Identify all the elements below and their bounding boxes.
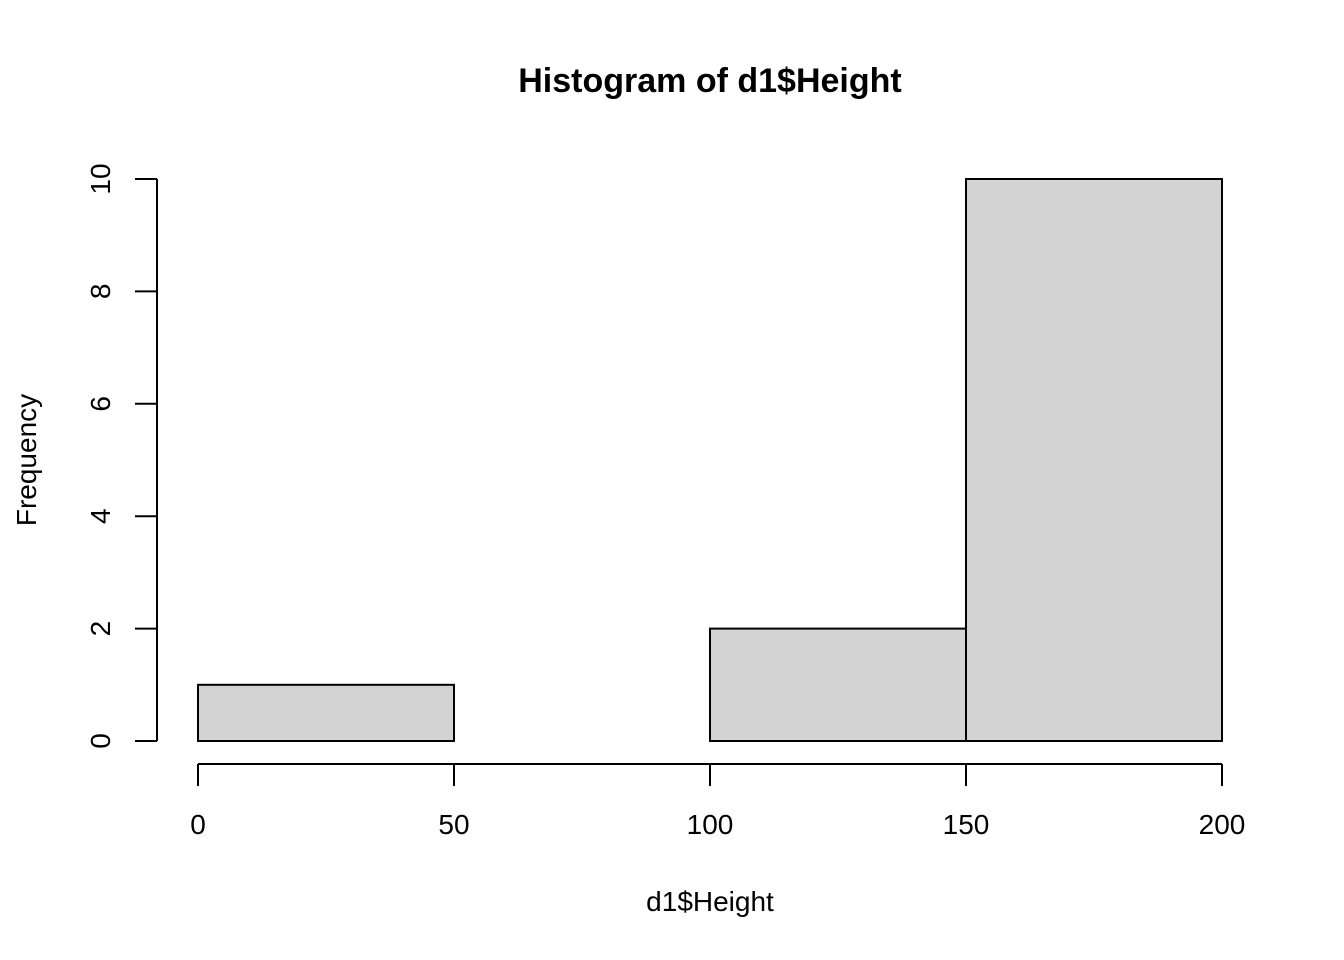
histogram-bar-0 — [197, 683, 455, 742]
y-tick-label-4: 8 — [85, 284, 116, 300]
bars-group — [197, 178, 1223, 742]
x-tick-label-4: 200 — [1199, 809, 1246, 840]
y-axis-label: Frequency — [11, 394, 42, 526]
histogram-bar-2 — [709, 627, 967, 742]
x-tick-label-3: 150 — [943, 809, 990, 840]
x-axis-label: d1$Height — [646, 886, 774, 917]
y-axis: 0 2 4 6 8 10 — [85, 163, 158, 749]
y-tick-label-5: 10 — [85, 163, 116, 194]
x-tick-label-2: 100 — [687, 809, 734, 840]
y-tick-label-1: 2 — [85, 621, 116, 637]
x-axis: 0 50 100 150 200 — [190, 763, 1246, 840]
chart-title: Histogram of d1$Height — [518, 62, 901, 100]
y-tick-label-0: 0 — [85, 733, 116, 749]
histogram-bar-3 — [965, 178, 1223, 742]
y-tick-label-3: 6 — [85, 396, 116, 412]
y-tick-label-2: 4 — [85, 508, 116, 524]
x-tick-label-1: 50 — [438, 809, 469, 840]
x-tick-label-0: 0 — [190, 809, 206, 840]
